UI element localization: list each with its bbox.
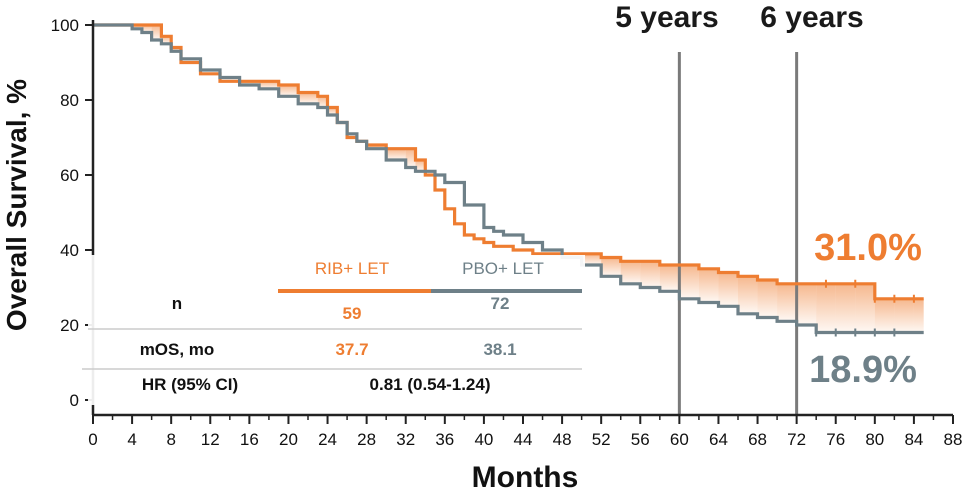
table-row-label-hr: HR (95% CI): [142, 375, 238, 394]
gap-fill-segment: [913, 298, 924, 333]
gap-fill-segment: [278, 85, 299, 97]
x-tick-label: 52: [592, 430, 611, 449]
x-tick-label: 32: [396, 430, 415, 449]
x-tick-label: 80: [865, 430, 884, 449]
gap-fill-layer: [132, 25, 924, 333]
rib-endpoint-label: 31.0%: [814, 227, 922, 269]
y-tick-label: 80: [60, 91, 79, 110]
gap-fill-segment: [327, 107, 338, 115]
survival-curves: [93, 23, 924, 337]
gap-fill-segment: [757, 280, 778, 318]
x-tick-label: 40: [474, 430, 493, 449]
table-header-pbo: PBO+ LET: [462, 259, 544, 278]
x-tick-label: 84: [904, 430, 923, 449]
gap-fill-segment: [298, 92, 318, 104]
gap-fill-segment: [679, 265, 699, 299]
table-row-label-mos: mOS, mo: [140, 340, 215, 359]
x-tick-label: 64: [709, 430, 728, 449]
x-tick-label: 44: [514, 430, 533, 449]
gap-fill-segment: [239, 81, 250, 85]
y-axis-title: Overall Survival, %: [1, 79, 32, 331]
x-tick-label: 4: [127, 430, 136, 449]
table-n-pbo: 72: [491, 294, 510, 313]
gap-fill-segment: [620, 261, 641, 284]
x-tick-label: 68: [748, 430, 767, 449]
ref-label-6-years: 6 years: [760, 1, 863, 34]
y-tick-label: 20: [60, 316, 79, 335]
x-tick-label: 48: [553, 430, 572, 449]
table-mos-rib: 37.7: [335, 340, 368, 359]
gap-fill-segment: [777, 283, 797, 322]
gap-fill-segment: [718, 272, 738, 307]
gap-fill-segment: [640, 261, 660, 288]
gap-fill-segment: [317, 96, 328, 108]
x-tick-label: 76: [826, 430, 845, 449]
gap-fill-segment: [874, 298, 895, 333]
x-tick-label: 72: [787, 430, 806, 449]
summary-table: RIB+ LET PBO+ LET n 59 72 mOS, mo 37.7 3…: [82, 255, 585, 405]
gap-fill-segment: [796, 283, 817, 325]
gap-fill-segment: [816, 283, 836, 333]
x-tick-label: 16: [240, 430, 259, 449]
gap-fill-segment: [249, 81, 260, 85]
gap-fill-segment: [894, 298, 914, 333]
gap-fill-segment: [698, 268, 719, 303]
gap-fill-segment: [835, 283, 856, 333]
gap-fill-segment: [659, 265, 680, 292]
series-line-rib-let: [93, 23, 924, 301]
y-tick-label: 0: [70, 391, 79, 410]
x-tick-label: 12: [201, 430, 220, 449]
gap-fill-segment: [405, 148, 416, 168]
y-tick-label: 40: [60, 241, 79, 260]
reference-lines: [677, 52, 799, 415]
table-header-rib: RIB+ LET: [315, 259, 389, 278]
gap-fill-segment: [415, 160, 426, 172]
ref-label-5-years: 5 years: [615, 1, 718, 34]
x-axis-title: Months: [472, 461, 579, 491]
table-hr-value: 0.81 (0.54-1.24): [370, 375, 491, 394]
x-tick-label: 60: [670, 430, 689, 449]
gap-fill-segment: [386, 148, 406, 160]
y-tick-label: 60: [60, 166, 79, 185]
gap-fill-segment: [581, 253, 602, 265]
y-tick-label: 100: [51, 16, 79, 35]
gap-fill-segment: [855, 283, 875, 333]
gap-fill-segment: [738, 276, 758, 314]
series-line-pbo-let: [93, 23, 924, 335]
x-tick-label: 8: [166, 430, 175, 449]
gap-fill-segment: [141, 25, 152, 33]
table-mos-pbo: 38.1: [483, 340, 516, 359]
table-background: [88, 255, 585, 405]
x-tick-label: 56: [631, 430, 650, 449]
x-tick-label: 28: [357, 430, 376, 449]
x-tick-label: 20: [279, 430, 298, 449]
gap-fill-segment: [132, 25, 142, 29]
gap-fill-segment: [259, 81, 279, 89]
gap-fill-segment: [151, 25, 162, 40]
x-tick-label: 0: [88, 430, 97, 449]
axes: 0 4 8 12 16 20 24 28 32 36 40 44 48 52 56 60 64 68 72 76 80 8…: [51, 16, 963, 449]
pbo-endpoint-label: 18.9%: [809, 349, 917, 391]
table-n-rib: 59: [343, 304, 362, 323]
gap-fill-segment: [601, 257, 621, 277]
table-row-label-n: n: [172, 294, 182, 313]
x-tick-label: 88: [944, 430, 963, 449]
x-tick-label: 24: [318, 430, 337, 449]
x-tick-label: 36: [435, 430, 454, 449]
gap-fill-segment: [171, 47, 181, 52]
gap-fill-segment: [366, 145, 387, 149]
gap-fill-segment: [161, 36, 172, 44]
